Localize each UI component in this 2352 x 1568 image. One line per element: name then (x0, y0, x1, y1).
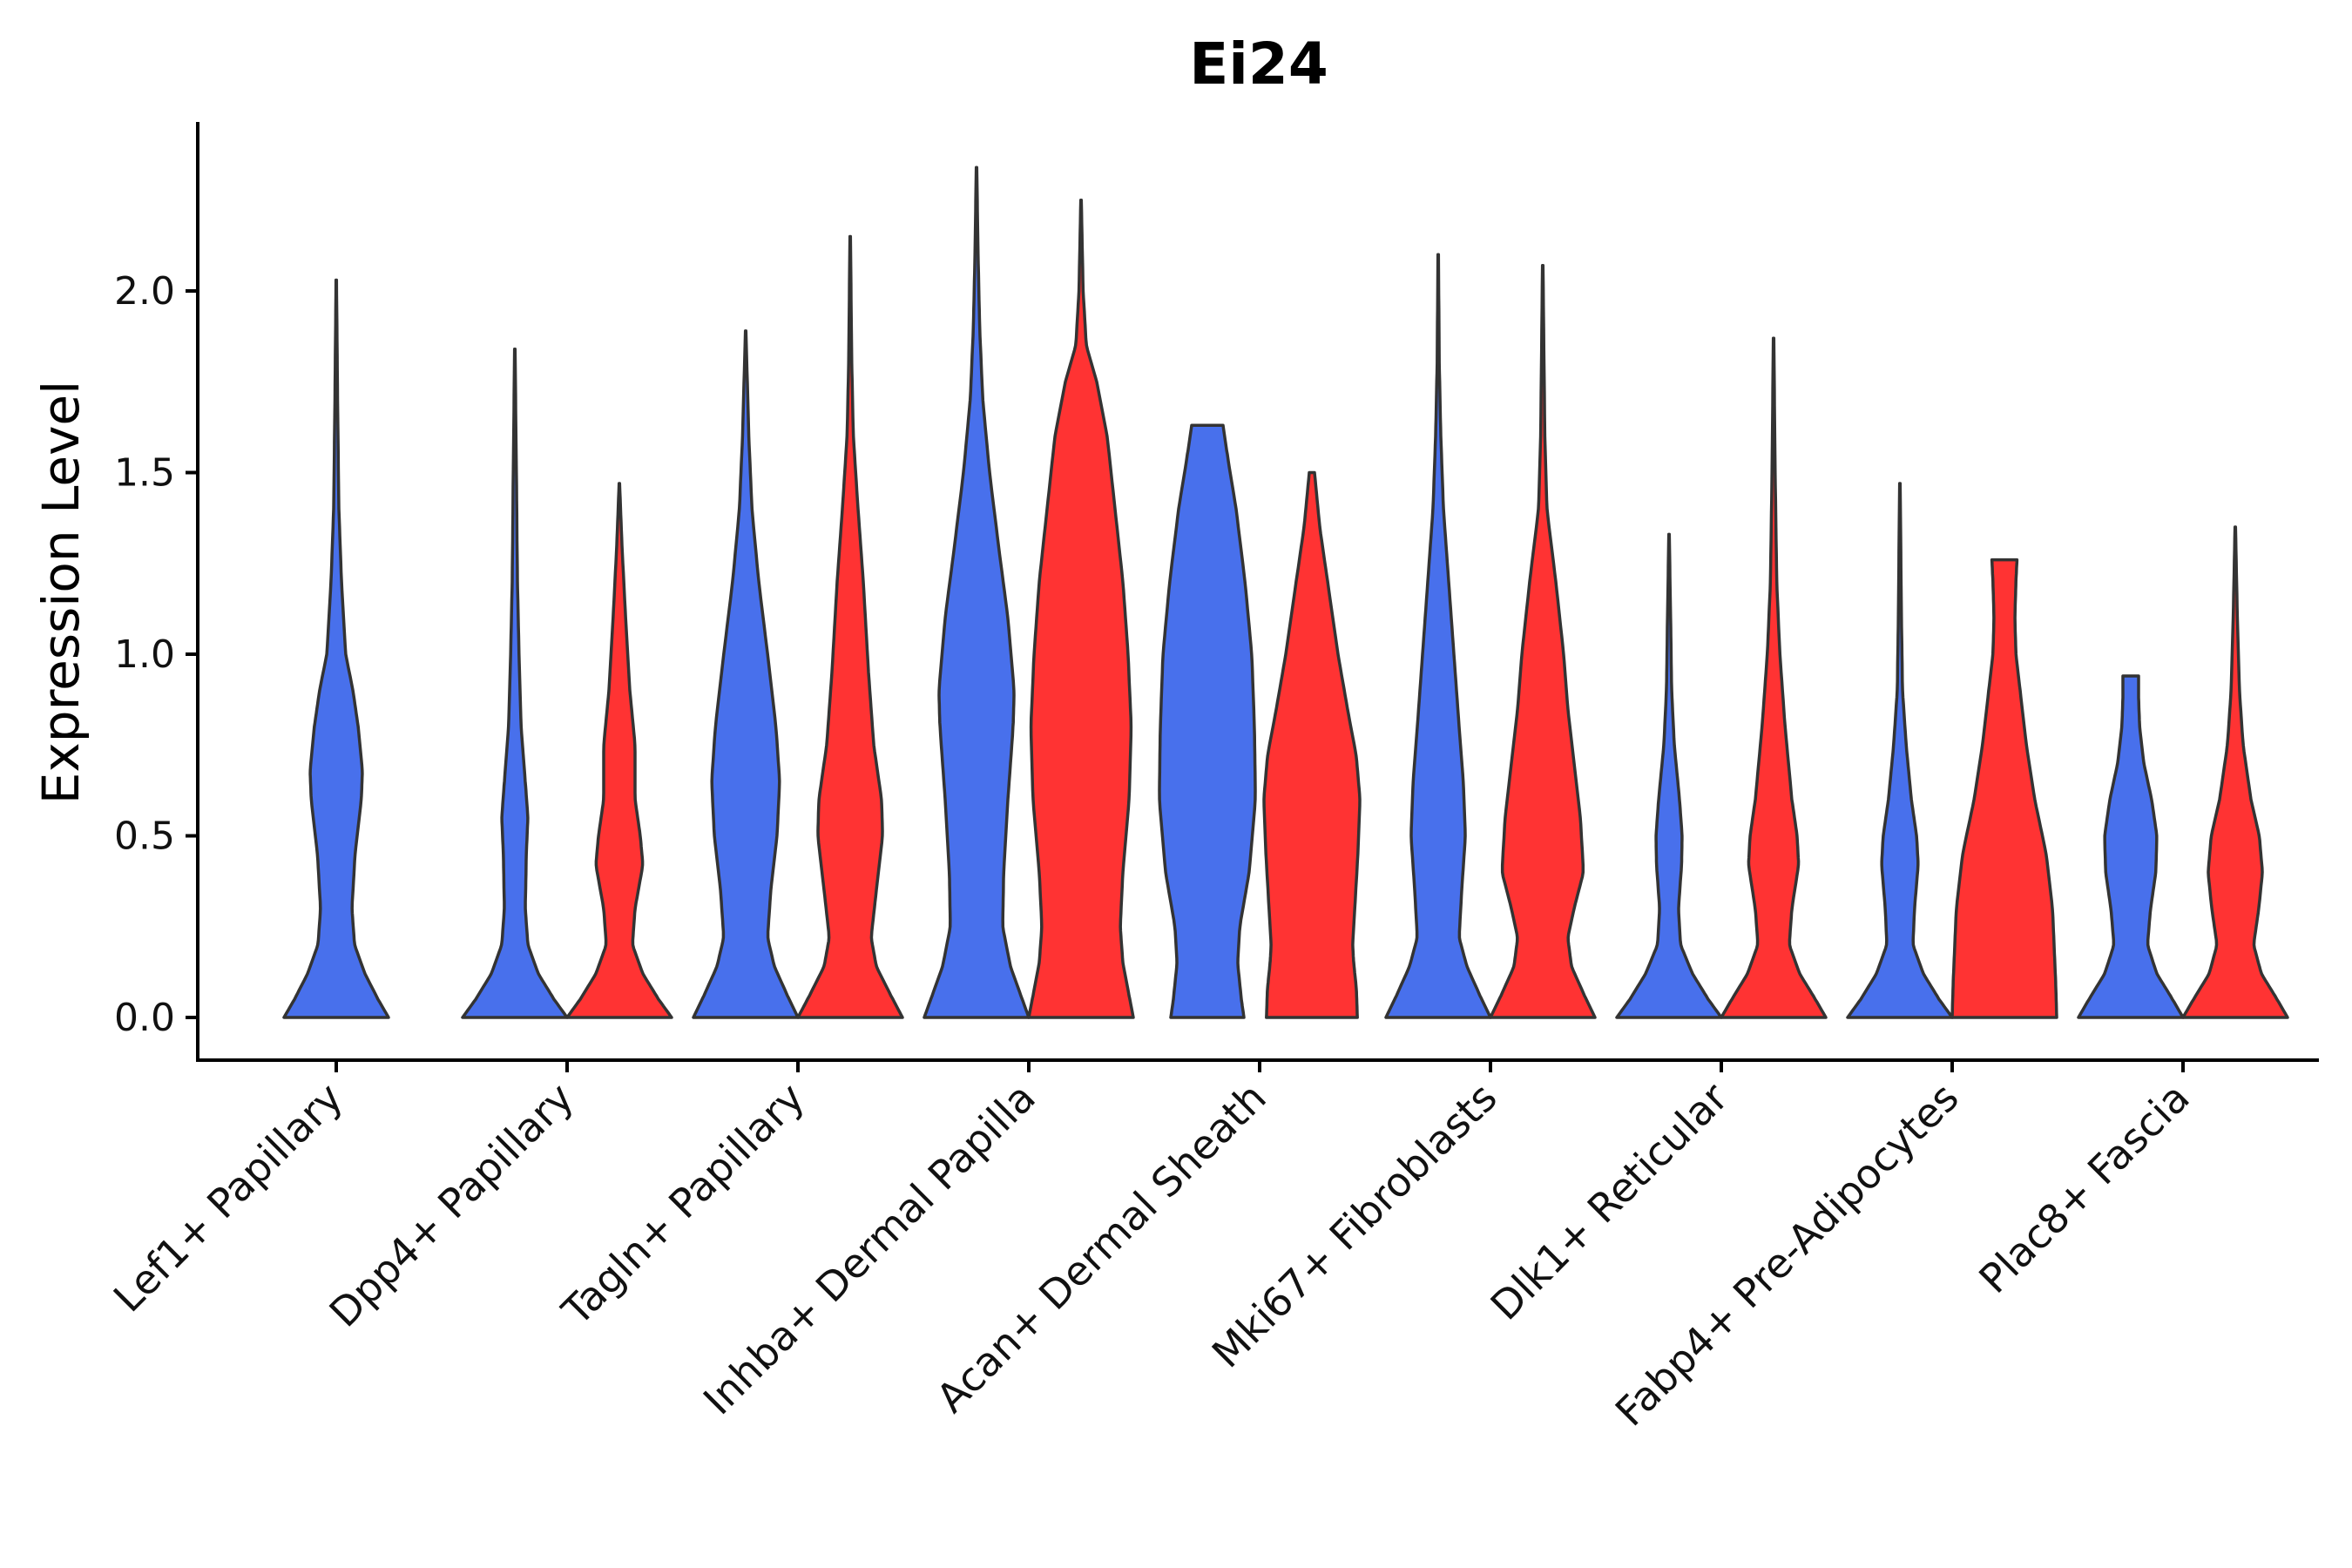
x-tick-label: Dpp4+ Papillary (321, 1074, 583, 1336)
violin-b-5 (1489, 264, 1597, 1019)
chart-title: Ei24 (1189, 30, 1328, 98)
violin-b-1 (565, 482, 673, 1019)
violin-a-5 (1384, 253, 1492, 1019)
violin-a-8 (2077, 674, 2185, 1019)
x-tick-label: Dlk1+ Reticular (1482, 1074, 1737, 1329)
y-tick-label: 1.0 (114, 632, 175, 677)
x-tick-label: Plac8+ Fascia (1970, 1074, 2198, 1302)
y-tick-label: 1.5 (114, 451, 175, 496)
axes (196, 122, 2319, 1062)
violin-a-1 (461, 347, 569, 1019)
violin-b-8 (2181, 525, 2289, 1019)
y-tick-label: 0.5 (114, 814, 175, 859)
y-tick-label: 2.0 (114, 269, 175, 314)
violin-a-4 (1158, 423, 1257, 1019)
violin-plot-area (282, 166, 2289, 1019)
violin-a-0 (282, 278, 390, 1019)
violin-a-2 (692, 329, 800, 1019)
violin-a-3 (923, 166, 1031, 1019)
violin-b-3 (1027, 199, 1135, 1019)
x-tick-label: Tagln+ Papillary (552, 1074, 814, 1335)
violin-b-6 (1720, 336, 1828, 1019)
y-ticks: 0.0 0.5 1.0 1.5 2.0 (114, 269, 198, 1040)
violin-b-4 (1262, 470, 1362, 1019)
violin-b-7 (1950, 558, 2058, 1019)
violin-a-7 (1846, 482, 1954, 1019)
y-tick-label: 0.0 (114, 996, 175, 1040)
y-axis-label: Expression Level (31, 381, 91, 804)
violin-b-2 (796, 234, 904, 1019)
x-tick-label: Lef1+ Papillary (105, 1074, 352, 1321)
violin-a-6 (1615, 532, 1723, 1019)
